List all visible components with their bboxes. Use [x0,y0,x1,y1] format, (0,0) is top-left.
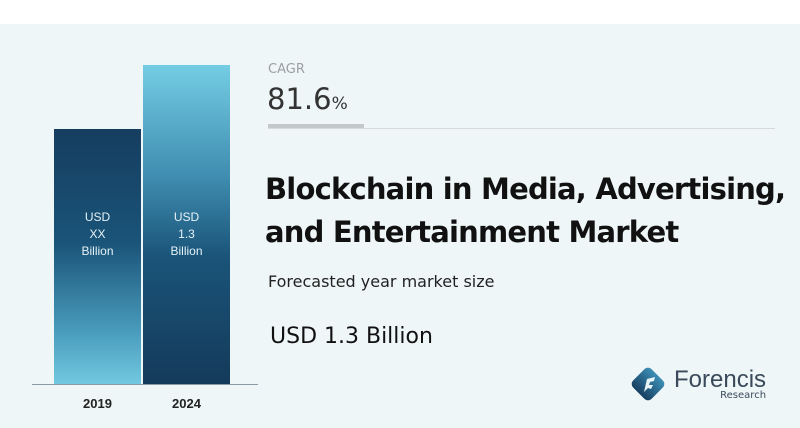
subtitle: Forecasted year market size [268,272,495,291]
bar-label-line: XX [89,226,106,241]
page-title: Blockchain in Media, Advertising, and En… [265,168,786,254]
x-axis-line [32,384,258,385]
bar-label-line: Billion [81,243,114,258]
divider [268,128,775,129]
bar-2019: USD XX Billion [54,128,141,384]
forencis-logo: Forencis Research [628,364,766,404]
x-tick-label-2019: 2019 [83,396,112,411]
bar-2024: USD 1.3 Billion [143,65,230,384]
market-value: USD 1.3 Billion [270,324,433,349]
bar-label-2024: USD 1.3 Billion [143,209,230,260]
logo-name: Forencis [674,365,767,393]
cagr-label: CAGR [268,62,305,77]
x-tick-label-2024: 2024 [172,396,201,411]
bar-label-line: 1.3 [178,227,195,241]
cagr-unit: % [331,94,348,114]
bar-label-2019: USD XX Billion [54,209,141,260]
cagr-value: 81.6% [267,82,348,116]
logo-icon [631,367,665,401]
title-line: and Entertainment Market [265,215,679,249]
title-line: Blockchain in Media, Advertising, [265,172,786,206]
logo-sub: Research [720,389,767,401]
bar-label-line: Billion [170,244,203,258]
cagr-number: 81.6 [267,82,332,116]
cagr-accent-bar [268,124,364,128]
bar-label-line: USD [84,209,111,224]
bar-label-line: USD [173,210,200,224]
